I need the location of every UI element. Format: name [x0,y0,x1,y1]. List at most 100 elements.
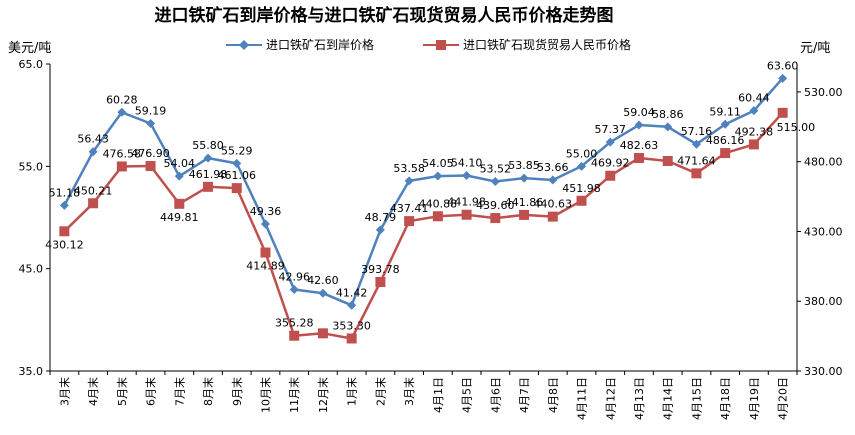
series-2-point [777,107,788,118]
x-tick-label: 2月末 [373,377,387,406]
chart-title: 进口铁矿石到岸价格与进口铁矿石现货贸易人民币价格走势图 [155,5,614,26]
legend-series-2-label: 进口铁矿石现货贸易人民币价格 [463,37,631,52]
x-tick-label: 12月末 [316,377,330,413]
series-1-point [749,106,759,116]
series-2-data-label: 437.41 [390,202,429,215]
series-2-data-label: 482.63 [620,139,659,152]
series-1-point [577,161,587,171]
series-2-point [576,195,587,206]
x-tick-label: 4月11日 [576,377,589,420]
series-1-point [548,175,558,185]
series-2-data-label: 461.98 [189,168,228,181]
x-tick-label: 4月1日 [432,377,445,413]
series-2-point [490,213,501,224]
series-1-point [519,173,529,183]
series-1-point [318,288,328,298]
series-1-point [347,300,357,310]
series-1-data-label: 60.28 [106,93,138,106]
series-1-data-label: 49.36 [250,205,282,218]
series-2-data-label: 451.98 [562,182,601,195]
series-1-data-label: 59.11 [709,105,741,118]
series-2-point [748,139,759,150]
x-tick-label: 3月末 [402,377,416,406]
series-2-point [375,276,386,287]
left-tick-label: 35.0 [19,365,44,378]
x-tick-label: 5月末 [115,377,129,406]
series-2-point [519,209,530,220]
x-tick-label: 3月末 [57,377,71,406]
series-1-point [462,171,472,181]
series-2-point [691,168,702,179]
series-2-point [461,209,472,220]
right-axis-unit: 元/吨 [800,41,830,56]
x-tick-label: 8月末 [201,377,215,406]
left-axis-ticks: 35.0 45.0 55.0 65.0 [19,58,50,378]
series-1-data-label: 59.19 [135,104,167,117]
x-tick-label: 10月末 [258,377,272,413]
series-1-point [174,171,184,181]
series-2-point [317,328,328,339]
series-1-point [203,153,213,163]
series-1-data-label: 41.42 [336,286,368,299]
x-tick-label: 4月12日 [604,377,617,420]
series-2-point [231,183,242,194]
series-2-data-label: 440.88 [419,197,458,210]
series-2-data-label: 486.16 [706,134,745,147]
series-1-data-label: 42.96 [278,271,310,284]
right-tick-label: 380.00 [804,295,843,308]
series-1-data-label: 55.00 [566,147,598,160]
series-1-data-label: 51.18 [49,186,81,199]
x-tick-label: 1月末 [345,377,359,406]
x-tick-label: 4月8日 [547,377,560,413]
x-tick-label: 9月末 [230,377,244,406]
series-2-data-label: 440.63 [534,198,573,211]
series-2-data-label: 476.90 [131,147,170,160]
right-tick-label: 530.00 [804,86,843,99]
x-tick-label: 6月末 [144,377,158,406]
x-tick-label: 4月20日 [777,377,790,420]
left-axis-unit: 美元/吨 [8,41,51,56]
series-2-data-label: 441.86 [505,196,544,209]
series-2-data-label: 393.78 [361,263,400,276]
x-tick-label: 4月14日 [662,377,675,420]
series-1-point [260,219,270,229]
series-2-point [662,155,673,166]
series-1-data-label: 63.60 [767,59,799,72]
legend-series-1-marker [239,40,249,50]
series-1-point [117,107,127,117]
series-1-point [289,285,299,295]
series-1-point [778,73,788,83]
series-2-point [633,153,644,164]
right-axis-ticks: 330.00 380.00 430.00 480.00 530.00 [797,86,843,378]
series-1-point [605,137,615,147]
series-2-data-label: 414.89 [246,260,285,273]
series-1-point [59,200,69,210]
series-1-point [691,139,701,149]
series-2-point [88,198,99,209]
series-1-point [375,225,385,235]
legend-series-2-marker [436,40,446,50]
left-tick-label: 45.0 [19,263,44,276]
right-tick-label: 430.00 [804,225,843,238]
series-1-data-label: 53.66 [537,161,569,174]
series-2-data-label: 430.12 [45,238,84,251]
series-1-data-label: 56.43 [77,133,109,146]
x-tick-label: 4月18日 [719,377,732,420]
x-tick-label: 4月末 [86,377,100,406]
series-2-point [145,161,156,172]
x-tick-label: 4月13日 [633,377,646,420]
series-1-data-label: 53.85 [508,159,540,172]
series-1-point [490,176,500,186]
series-1-data-label: 60.44 [738,92,770,105]
series-2-point [346,333,357,344]
series-1-line [63,77,784,307]
series-1-point [663,122,673,132]
series-2-data-label: 515.00 [777,121,816,134]
series-2-point [432,211,443,222]
x-tick-label: 4月6日 [489,377,502,413]
left-tick-label: 65.0 [19,58,44,71]
series-2-data-label: 461.06 [218,169,257,182]
series-2-point [203,181,214,192]
series-1-data-label: 59.04 [623,106,655,119]
